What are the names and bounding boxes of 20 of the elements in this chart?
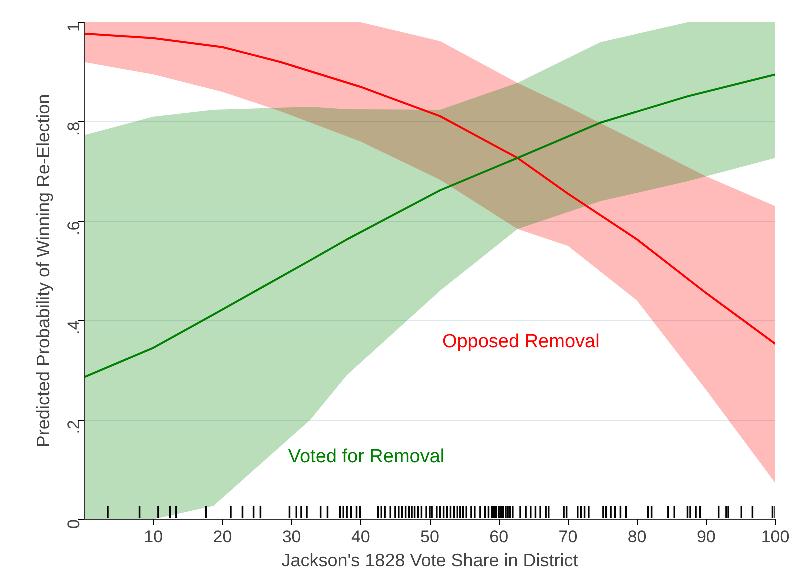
x-tick-label: 10 (144, 528, 164, 546)
y-tick-label: 0 (64, 519, 84, 529)
y-tick-label: .4 (64, 320, 84, 335)
x-tick-label: 90 (696, 528, 716, 546)
x-tick-label: 50 (420, 528, 440, 546)
x-tick-label: 20 (213, 528, 232, 546)
x-axis-title: Jackson's 1828 Vote Share in District (282, 550, 578, 570)
x-tick-label: 40 (351, 528, 370, 546)
text: Voted for Removal (288, 446, 445, 468)
y-axis-title: Predicted Probability of Winning Re-Election (34, 94, 54, 448)
x-tick-label: 30 (282, 528, 302, 546)
x-tick-label: 80 (628, 528, 647, 546)
x-tick-label: 60 (490, 528, 509, 546)
y-tick-label: .2 (64, 420, 84, 434)
y-tick-label: .6 (64, 221, 84, 236)
y-tick-label: 1 (64, 22, 84, 32)
y-tick-label: .8 (64, 122, 84, 136)
x-tick-label: 100 (761, 528, 790, 546)
text: Opposed Removal (442, 332, 600, 353)
x-tick-label: 70 (558, 528, 578, 546)
